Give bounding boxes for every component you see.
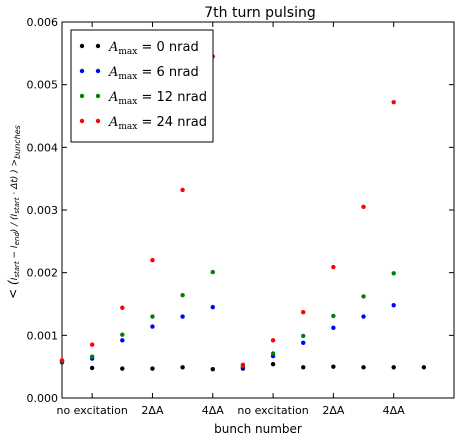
data-point-series-2	[270, 351, 276, 356]
y-tick-label: 0.003	[27, 204, 59, 217]
data-point-series-2	[301, 333, 306, 339]
data-point-series-1	[120, 338, 125, 343]
legend-marker	[79, 118, 85, 124]
legend-marker	[79, 68, 85, 74]
data-point-series-0	[180, 365, 185, 370]
legend-label: Amax = 6 nrad	[108, 65, 199, 82]
x-tick-label: 2ΔA	[141, 404, 164, 417]
y-tick-label: 0.005	[27, 79, 59, 92]
legend-label: Amax = 0 nrad	[108, 40, 199, 57]
data-point-series-3	[301, 309, 306, 315]
data-point-series-3	[89, 342, 95, 347]
data-point-series-3	[331, 264, 336, 270]
y-tick-label: 0.000	[27, 392, 59, 405]
legend-marker	[79, 43, 85, 49]
legend-label: Amax = 24 nrad	[108, 115, 207, 132]
data-point-series-3	[150, 257, 155, 263]
x-tick-label: 2ΔA	[322, 404, 345, 417]
data-point-series-2	[89, 354, 95, 359]
legend-marker	[95, 118, 101, 124]
legend-marker	[95, 43, 101, 49]
data-point-series-3	[180, 187, 185, 193]
data-point-series-0	[120, 366, 125, 371]
data-point-series-3	[361, 204, 366, 210]
data-point-series-2	[120, 332, 125, 337]
chart-title: 7th turn pulsing	[204, 5, 316, 21]
data-point-series-3	[59, 358, 65, 363]
data-point-series-1	[301, 340, 306, 346]
legend-marker	[95, 68, 101, 74]
data-point-series-1	[180, 314, 185, 319]
data-point-series-0	[150, 366, 155, 371]
data-point-series-0	[301, 365, 306, 370]
y-tick-label: 0.002	[27, 267, 59, 280]
legend-marker	[95, 93, 101, 99]
y-axis: 0.000 0.001 0.002 0.003 0.004 0.005 0.006	[27, 16, 454, 405]
data-point-series-2	[331, 313, 336, 319]
y-axis-title: < (Istart − Iend) / (Istart · Δt) ) >bun…	[6, 125, 22, 299]
data-point-series-2	[391, 271, 396, 276]
data-point-series-1	[361, 314, 366, 319]
data-point-series-3	[240, 362, 246, 367]
data-point-series-3	[120, 305, 125, 310]
data-point-series-0	[210, 366, 215, 372]
data-point-series-0	[270, 361, 276, 367]
data-point-series-2	[150, 314, 155, 319]
y-tick-label: 0.006	[27, 16, 59, 29]
data-point-series-2	[361, 294, 366, 299]
legend: Amax = 0 nrad Amax = 6 nrad Amax = 12 nrad…	[70, 29, 214, 143]
data-point-series-0	[89, 365, 95, 371]
data-point-series-1	[391, 303, 396, 308]
legend-box	[70, 29, 214, 143]
data-point-series-3	[270, 338, 276, 343]
data-point-series-2	[210, 269, 215, 275]
x-axis-title: bunch number	[214, 422, 302, 436]
legend-label: Amax = 12 nrad	[108, 90, 207, 107]
svg-text:< (Istart − Iend) / (Istart ·: < (Istart − Iend) / (Istart · Δt) ) >bun…	[6, 125, 22, 299]
x-tick-label: 4ΔA	[383, 404, 406, 417]
x-axis: no excitation 2ΔA 4ΔA no excitation 2ΔA 4ΔA	[56, 22, 405, 417]
data-point-series-1	[210, 304, 215, 310]
data-point-series-0	[331, 364, 336, 369]
data-point-series-1	[150, 324, 155, 329]
data-point-series-2	[180, 293, 185, 298]
data-point-series-3	[391, 100, 396, 105]
data-point-series-0	[391, 365, 396, 370]
data-point-series-0	[421, 365, 427, 370]
x-tick-label: 4ΔA	[202, 404, 225, 417]
data-point-series-1	[331, 325, 336, 331]
y-tick-label: 0.004	[27, 141, 59, 154]
x-tick-label: no excitation	[56, 404, 127, 417]
data-point-series-0	[361, 365, 366, 370]
x-tick-label: no excitation	[237, 404, 308, 417]
legend-marker	[79, 93, 85, 99]
y-tick-label: 0.001	[27, 329, 59, 342]
